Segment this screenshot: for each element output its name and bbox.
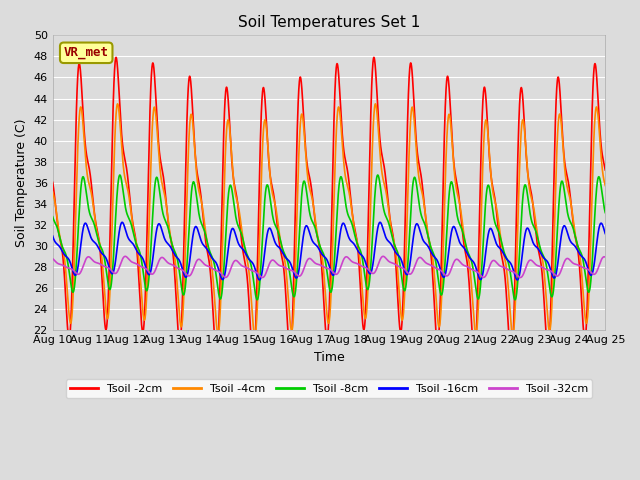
Title: Soil Temperatures Set 1: Soil Temperatures Set 1	[238, 15, 420, 30]
Legend: Tsoil -2cm, Tsoil -4cm, Tsoil -8cm, Tsoil -16cm, Tsoil -32cm: Tsoil -2cm, Tsoil -4cm, Tsoil -8cm, Tsoi…	[65, 379, 593, 398]
Text: VR_met: VR_met	[64, 46, 109, 60]
Y-axis label: Soil Temperature (C): Soil Temperature (C)	[15, 119, 28, 247]
X-axis label: Time: Time	[314, 350, 344, 363]
